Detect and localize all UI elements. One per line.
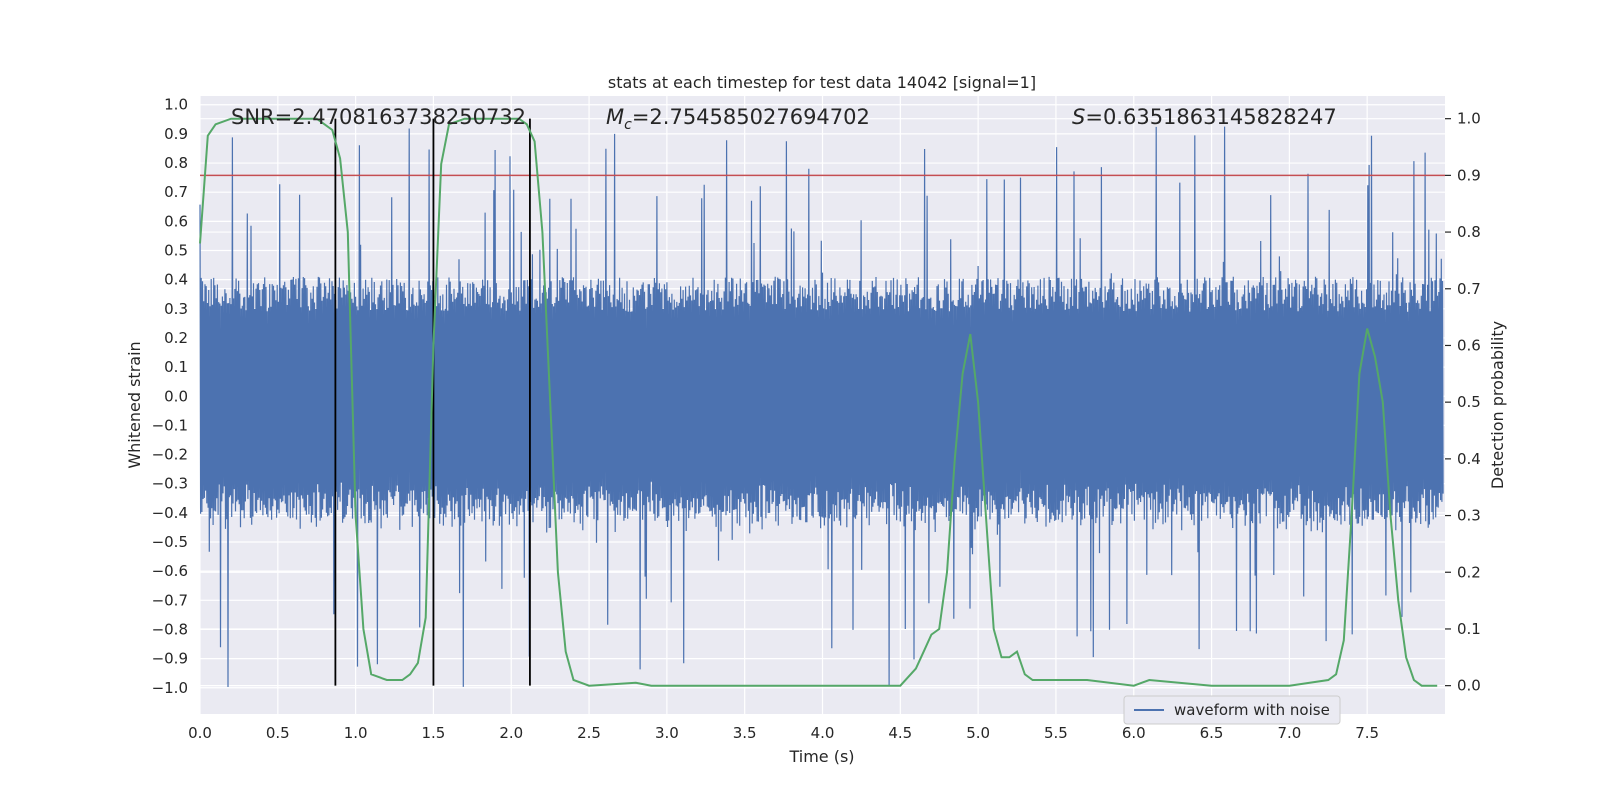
y-right-tick-label: 0.4 (1457, 450, 1481, 468)
y-left-tick-label: 0.1 (164, 358, 188, 376)
legend-entry-waveform: waveform with noise (1174, 701, 1330, 719)
y-left-tick-label: −0.7 (152, 591, 188, 609)
x-tick-label: 7.5 (1355, 724, 1379, 742)
y-left-tick-label: 0.5 (164, 242, 188, 260)
y-left-tick-label: −0.8 (152, 620, 188, 638)
x-tick-label: 5.5 (1044, 724, 1068, 742)
y-left-tick-label: 0.3 (164, 300, 188, 318)
y-left-tick-label: 0.4 (164, 271, 188, 289)
y-left-tick-label: −0.2 (152, 446, 188, 464)
x-tick-label: 4.5 (888, 724, 912, 742)
chart-title: stats at each timestep for test data 140… (608, 73, 1036, 92)
mc-annotation: Mc=2.754585027694702 (606, 105, 870, 133)
s-annotation: S=0.6351863145828247 (1072, 105, 1337, 129)
y-left-tick-label: 0.2 (164, 329, 188, 347)
legend: waveform with noise (1123, 695, 1341, 725)
x-tick-label: 4.0 (811, 724, 835, 742)
x-tick-label: 3.5 (733, 724, 757, 742)
x-tick-label: 5.0 (966, 724, 990, 742)
s-value: =0.6351863145828247 (1085, 105, 1336, 129)
y-right-tick-label: 0.0 (1457, 677, 1481, 695)
y-left-tick-label: 0.7 (164, 183, 188, 201)
y-left-tick-label: −0.3 (152, 475, 188, 493)
y-left-tick-label: 0.6 (164, 212, 188, 230)
y-right-tick-label: 0.3 (1457, 507, 1481, 525)
s-symbol: S (1072, 105, 1085, 129)
x-tick-label: 6.0 (1122, 724, 1146, 742)
y-left-tick-label: −0.5 (152, 533, 188, 551)
probability-line (199, 117, 1438, 687)
y-left-tick-label: 0.0 (164, 387, 188, 405)
snr-annotation: SNR=2.4708163738250732 (231, 105, 526, 129)
x-tick-label: 1.5 (422, 724, 446, 742)
x-tick-label: 2.5 (577, 724, 601, 742)
y-left-tick-label: −0.6 (152, 562, 188, 580)
y-left-tick-label: 1.0 (164, 96, 188, 114)
x-axis-label: Time (s) (788, 747, 854, 766)
y-right-tick-label: 0.2 (1457, 563, 1481, 581)
y-left-axis-label: Whitened strain (125, 341, 144, 468)
x-tick-label: 7.0 (1277, 724, 1301, 742)
mc-subscript: c (624, 117, 632, 133)
y-right-tick-label: 0.9 (1457, 166, 1481, 184)
x-tick-label: 0.5 (266, 724, 290, 742)
y-right-tick-label: 0.1 (1457, 620, 1481, 638)
y-left-tick-label: 0.8 (164, 154, 188, 172)
x-axis-ticks: 0.0 0.5 1.0 1.5 2.0 2.5 3.0 3.5 4.0 4.5 5.0 5.5 6.0 6… (188, 724, 1379, 742)
x-tick-label: 6.5 (1200, 724, 1224, 742)
y-right-tick-label: 0.6 (1457, 336, 1481, 354)
x-tick-label: 0.0 (188, 724, 212, 742)
y-left-tick-label: −0.9 (152, 650, 188, 668)
mc-symbol: M (606, 105, 624, 129)
waveform-line (199, 126, 1444, 688)
x-tick-label: 2.0 (499, 724, 523, 742)
y-right-tick-label: 0.8 (1457, 223, 1481, 241)
legend-box (1123, 695, 1341, 725)
mc-value: =2.754585027694702 (632, 105, 870, 129)
y-left-tick-label: −0.4 (152, 504, 188, 522)
y-right-tick-label: 1.0 (1457, 110, 1481, 128)
x-tick-label: 1.0 (344, 724, 368, 742)
y-left-tick-label: −0.1 (152, 416, 188, 434)
y-right-tick-label: 0.7 (1457, 280, 1481, 298)
y-right-axis-label: Detection probability (1488, 321, 1507, 489)
y-left-tick-label: 0.9 (164, 125, 188, 143)
y-right-axis-ticks: 1.0 0.9 0.8 0.7 0.6 0.5 0.4 0.3 0.2 0.1 0.0 (1445, 110, 1481, 695)
y-left-axis-ticks: 1.0 0.9 0.8 0.7 0.6 0.5 0.4 0.3 0.2 0.1 0.0 −0.1 −0.… (152, 96, 188, 697)
vertical-markers (334, 118, 531, 686)
x-tick-label: 3.0 (655, 724, 679, 742)
y-left-tick-label: −1.0 (152, 679, 188, 697)
waveform-series (199, 126, 1444, 688)
y-right-tick-label: 0.5 (1457, 393, 1481, 411)
